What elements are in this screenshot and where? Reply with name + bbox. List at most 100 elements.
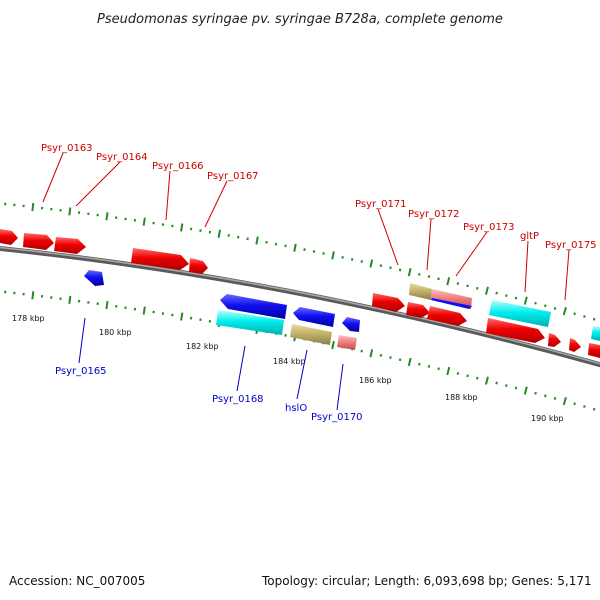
tick-mark-major xyxy=(562,306,567,316)
tick-mark-major xyxy=(485,376,489,385)
gene-arrow-psyr-0167[interactable] xyxy=(189,258,208,274)
feature-block-khaki-hslo[interactable] xyxy=(290,324,332,345)
gene-label-psyr-0165[interactable]: Psyr_0165 xyxy=(55,366,107,377)
tick-mark-minor xyxy=(379,264,383,268)
feature-block-cyan-edge[interactable] xyxy=(591,326,600,341)
gene-arrow-psyr-0176[interactable] xyxy=(569,338,581,352)
tick-mark-minor xyxy=(360,349,363,353)
tick-mark-minor xyxy=(466,284,469,288)
gene-label-psyr-0175[interactable]: Psyr_0175 xyxy=(545,240,597,251)
tick-mark-minor xyxy=(398,268,402,272)
feature-block-cyan-gltp[interactable] xyxy=(489,300,551,327)
feature-block-blue-underlay xyxy=(431,298,472,309)
accession-text: Accession: NC_007005 xyxy=(9,574,146,588)
scale-label-182-kbp: 182 kbp xyxy=(186,342,219,351)
scale-label-188-kbp: 188 kbp xyxy=(445,393,478,402)
gene-arrow-psyr-0165[interactable] xyxy=(84,270,104,286)
tick-mark-minor xyxy=(437,367,440,371)
gene-arrow-gltp[interactable] xyxy=(486,318,545,343)
genome-summary-text: Topology: circular; Length: 6,093,698 bp… xyxy=(262,574,592,588)
tick-mark-minor xyxy=(495,381,498,385)
tick-mark-minor xyxy=(456,282,460,285)
tick-mark-major xyxy=(105,300,109,310)
reverse-gene-labels: Psyr_0165 Psyr_0168 hslO Psyr_0170 xyxy=(55,366,363,423)
gene-label-psyr-0167[interactable]: Psyr_0167 xyxy=(207,171,259,182)
tick-mark-major xyxy=(407,357,412,367)
tick-mark-major xyxy=(31,291,35,300)
gene-arrow-psyr-0175[interactable] xyxy=(548,333,561,347)
tick-mark-minor xyxy=(544,394,547,398)
tick-mark-major xyxy=(446,277,451,286)
scale-label-180-kbp: 180 kbp xyxy=(99,328,132,337)
tick-mark-major xyxy=(369,349,374,358)
gene-arrow-psyr-0168[interactable] xyxy=(220,294,287,319)
scale-label-190-kbp: 190 kbp xyxy=(531,414,564,423)
label-leader-lines xyxy=(42,152,570,411)
gene-label-psyr-0164[interactable]: Psyr_0164 xyxy=(96,152,148,163)
tick-mark-major xyxy=(331,251,335,260)
gene-label-psyr-0170[interactable]: Psyr_0170 xyxy=(311,412,363,423)
tick-mark-major xyxy=(331,340,335,350)
tick-mark-minor xyxy=(456,372,460,375)
gene-arrow-psyr-0163[interactable] xyxy=(23,233,54,250)
gene-label-hslo[interactable]: hslO xyxy=(285,403,307,414)
tick-mark-major xyxy=(31,202,35,212)
feature-block-khaki-upper[interactable] xyxy=(409,283,432,300)
tick-marks-lower xyxy=(4,290,596,411)
gene-arrow-psyr-0173[interactable] xyxy=(427,306,467,326)
gene-label-psyr-0168[interactable]: Psyr_0168 xyxy=(212,394,264,405)
tick-mark-major xyxy=(68,295,72,304)
reverse-strand-features xyxy=(84,270,600,350)
tick-mark-minor xyxy=(534,391,537,395)
tick-mark-minor xyxy=(427,365,431,368)
tick-mark-major xyxy=(523,386,528,395)
tick-mark-minor xyxy=(379,354,383,357)
gene-arrow-hslo[interactable] xyxy=(293,307,335,327)
gene-label-psyr-0171[interactable]: Psyr_0171 xyxy=(355,199,407,210)
feature-block-cyan-psyr-0168[interactable] xyxy=(216,310,284,335)
gene-arrow-psyr-0170-rev[interactable] xyxy=(342,317,360,332)
tick-mark-major xyxy=(293,243,297,252)
tick-mark-major xyxy=(68,207,72,216)
tick-mark-minor xyxy=(553,307,557,310)
gene-arrow-psyr-0166[interactable] xyxy=(131,248,189,270)
gene-label-psyr-0166[interactable]: Psyr_0166 xyxy=(152,161,204,172)
tick-mark-minor xyxy=(427,275,431,279)
tick-mark-minor xyxy=(583,315,586,318)
gene-label-psyr-0172[interactable]: Psyr_0172 xyxy=(408,209,460,220)
scale-label-178-kbp: 178 kbp xyxy=(12,314,45,323)
gene-arrow-edge[interactable] xyxy=(588,343,600,358)
tick-mark-minor xyxy=(476,286,479,290)
tick-mark-major xyxy=(180,223,184,232)
tick-mark-major xyxy=(562,396,567,406)
tick-mark-minor xyxy=(466,374,469,378)
gene-arrow-psyr-0172[interactable] xyxy=(406,302,430,318)
tick-mark-major xyxy=(407,268,412,277)
gene-arrow-psyr-0164[interactable] xyxy=(54,237,86,254)
tick-mark-minor xyxy=(583,405,586,408)
tick-mark-major xyxy=(105,212,109,221)
tick-mark-minor xyxy=(505,384,508,387)
gene-label-gltp[interactable]: gltP xyxy=(520,231,539,242)
tick-mark-minor xyxy=(418,362,421,366)
feature-block-pink-psyr-0170[interactable] xyxy=(337,335,357,350)
tick-mark-minor xyxy=(514,386,518,390)
gene-arrow-psyr-0162[interactable] xyxy=(0,229,18,245)
tick-mark-minor xyxy=(495,291,498,295)
scale-labels: 178 kbp 180 kbp 182 kbp 184 kbp 186 kbp … xyxy=(12,314,564,423)
forward-gene-labels: Psyr_0163 Psyr_0164 Psyr_0166 Psyr_0167 … xyxy=(41,143,597,251)
gene-label-psyr-0173[interactable]: Psyr_0173 xyxy=(463,222,515,233)
scale-label-184-kbp: 184 kbp xyxy=(273,357,306,366)
tick-mark-major xyxy=(142,217,146,226)
tick-marks-upper xyxy=(4,202,596,321)
tick-mark-major xyxy=(255,236,259,245)
gene-label-psyr-0163[interactable]: Psyr_0163 xyxy=(41,143,93,154)
tick-mark-major xyxy=(485,286,489,295)
map-title: Pseudomonas syringae pv. syringae B728a,… xyxy=(97,12,503,27)
tick-mark-minor xyxy=(544,304,547,308)
tick-mark-minor xyxy=(534,301,537,305)
gene-arrow-psyr-0171[interactable] xyxy=(372,293,405,312)
scale-label-186-kbp: 186 kbp xyxy=(359,376,392,385)
genome-backbone xyxy=(0,246,600,368)
